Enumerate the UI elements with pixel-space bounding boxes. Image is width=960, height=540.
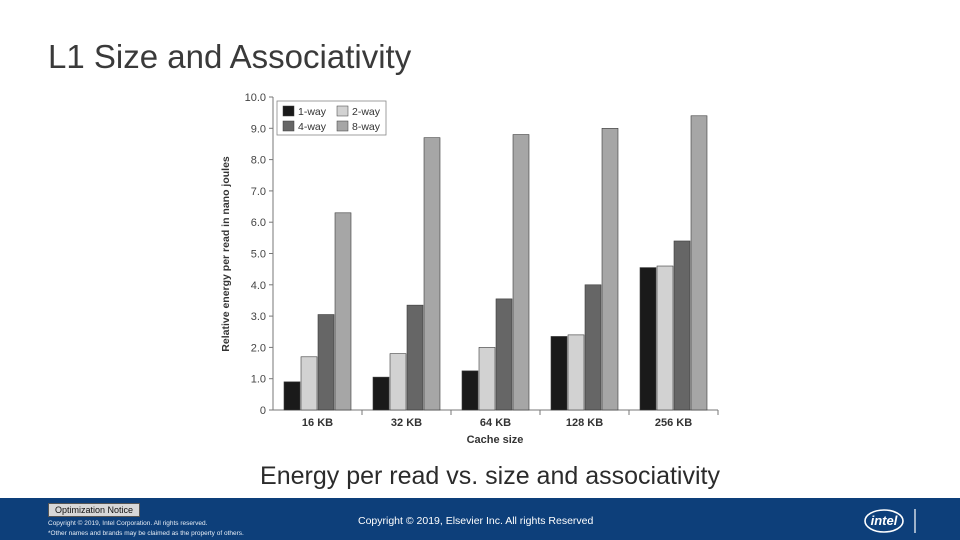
optimization-notice-button[interactable]: Optimization Notice	[48, 503, 141, 517]
intel-copyright-line1: Copyright © 2019, Intel Corporation. All…	[48, 520, 208, 527]
y-axis-label: Relative energy per read in nano joules	[220, 156, 232, 352]
bar-1-way-16kb	[283, 381, 301, 411]
bar-4-way-128kb	[584, 284, 602, 411]
bar-1-way-32kb	[372, 376, 390, 411]
y-tick-label: 6.0	[251, 217, 266, 229]
bar-8-way-32kb	[423, 137, 441, 411]
intel-copyright: Copyright © 2019, Intel Corporation. All…	[48, 519, 244, 539]
elsevier-copyright: Copyright © 2019, Elsevier Inc. All righ…	[358, 515, 594, 527]
intel-logo: intel	[864, 509, 916, 533]
legend-box	[276, 100, 387, 136]
slide-title: L1 Size and Associativity	[48, 38, 412, 75]
legend-swatch-2-way	[336, 105, 349, 117]
y-tick-label: 9.0	[251, 123, 266, 135]
y-tick-label: 5.0	[251, 249, 266, 261]
y-tick-label: 8.0	[251, 155, 266, 167]
plot-area: 0 1.0 2.0 3.0 4.0 5.0 6.0 7.0 8.0 9.0 10.0 16 KB 32 …	[245, 92, 719, 429]
legend-swatch-8-way	[336, 120, 349, 132]
chart-caption: Energy per read vs. size and associativi…	[260, 462, 720, 490]
footer-bar	[0, 498, 960, 540]
bar-8-way-256kb	[690, 115, 708, 411]
bar-8-way-16kb	[334, 212, 352, 411]
bar-2-way-16kb	[300, 356, 318, 411]
x-axis-label: Cache size	[467, 434, 524, 446]
bar-2-way-128kb	[567, 334, 585, 411]
y-tick-label: 4.0	[251, 280, 266, 292]
legend-swatch-1-way	[282, 105, 295, 117]
y-tick-label: 2.0	[251, 342, 266, 354]
x-tick-label: 16 KB	[302, 417, 333, 429]
bar-1-way-128kb	[550, 336, 568, 411]
intel-logo-text: intel	[871, 513, 898, 528]
legend-label-1-way: 1-way	[298, 106, 327, 118]
bar-4-way-64kb	[495, 298, 513, 411]
x-tick-label: 32 KB	[391, 417, 422, 429]
y-tick-label: 3.0	[251, 311, 266, 323]
intel-copyright-line2: *Other names and brands may be claimed a…	[48, 530, 244, 537]
bar-2-way-256kb	[656, 265, 674, 411]
bar-1-way-256kb	[639, 267, 657, 411]
legend-label-8-way: 8-way	[352, 121, 381, 133]
bar-2-way-64kb	[478, 347, 496, 411]
x-tick-label: 128 KB	[566, 417, 603, 429]
bar-1-way-64kb	[461, 370, 479, 411]
y-tick-label: 7.0	[251, 186, 266, 198]
bar-4-way-256kb	[673, 240, 691, 411]
x-tick-label: 256 KB	[655, 417, 692, 429]
y-tick-label: 1.0	[251, 374, 266, 386]
legend-swatch-4-way	[282, 120, 295, 132]
bar-4-way-16kb	[317, 314, 335, 411]
legend-label-2-way: 2-way	[352, 106, 381, 118]
y-tick-label: 10.0	[245, 92, 266, 104]
x-tick-label: 64 KB	[480, 417, 511, 429]
bar-8-way-128kb	[601, 128, 619, 411]
intel-logo-swoosh	[864, 509, 904, 533]
bar-4-way-32kb	[406, 304, 424, 411]
legend-label-4-way: 4-way	[298, 121, 327, 133]
bar-chart: 0 1.0 2.0 3.0 4.0 5.0 6.0 7.0 8.0 9.0 10.0 16 KB 32 …	[220, 92, 719, 446]
bar-2-way-32kb	[389, 353, 407, 411]
bar-8-way-64kb	[512, 134, 530, 411]
y-tick-label: 0	[260, 405, 266, 417]
